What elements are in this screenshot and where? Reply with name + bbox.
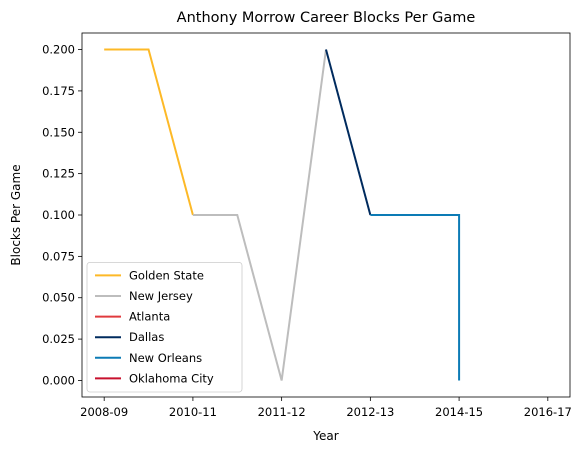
x-axis-label: Year bbox=[312, 429, 338, 443]
legend-label-0: Golden State bbox=[129, 268, 204, 282]
series-line-4 bbox=[370, 214, 461, 381]
x-tick-label-4: 2011-12 bbox=[258, 405, 306, 419]
y-tick-label-0.150: 0.150 bbox=[42, 125, 75, 139]
legend-label-3: Dallas bbox=[129, 330, 164, 344]
legend-label-5: Oklahoma City bbox=[129, 371, 214, 385]
y-tick-label-0.100: 0.100 bbox=[42, 208, 75, 222]
x-tick-label-0: 2008-09 bbox=[80, 405, 128, 419]
legend-label-2: Atlanta bbox=[129, 310, 170, 324]
y-tick-label-0.075: 0.075 bbox=[42, 249, 75, 263]
chart-title: Anthony Morrow Career Blocks Per Game bbox=[177, 10, 476, 26]
legend-label-4: New Orleans bbox=[129, 351, 202, 365]
series-line-0 bbox=[104, 48, 194, 216]
plot-area: 0.000 0.025 0.050 0.075 0.100 0.125 0.150 0.175… bbox=[42, 32, 572, 419]
legend-box bbox=[86, 261, 243, 393]
x-tick-label-6: 2012-13 bbox=[346, 405, 394, 419]
axes-frame bbox=[81, 32, 571, 398]
y-tick-label-0.125: 0.125 bbox=[42, 167, 75, 181]
y-tick-label-0.175: 0.175 bbox=[42, 84, 75, 98]
legend-label-1: New Jersey bbox=[129, 289, 193, 303]
x-tick-label-10: 2016-17 bbox=[524, 405, 572, 419]
y-tick-label-0.050: 0.050 bbox=[42, 291, 75, 305]
y-tick-label-0.200: 0.200 bbox=[42, 43, 75, 57]
x-tick-label-2: 2010-11 bbox=[169, 405, 217, 419]
y-axis-label: Blocks Per Game bbox=[9, 164, 23, 265]
legend: Golden State New Jersey Atlanta Dallas New O… bbox=[86, 261, 243, 393]
y-tick-label-0.025: 0.025 bbox=[42, 332, 75, 346]
x-tick-label-8: 2014-15 bbox=[435, 405, 483, 419]
y-tick-label-0.000: 0.000 bbox=[42, 373, 75, 387]
series-line-1 bbox=[192, 49, 327, 381]
series-line-3 bbox=[325, 49, 372, 216]
